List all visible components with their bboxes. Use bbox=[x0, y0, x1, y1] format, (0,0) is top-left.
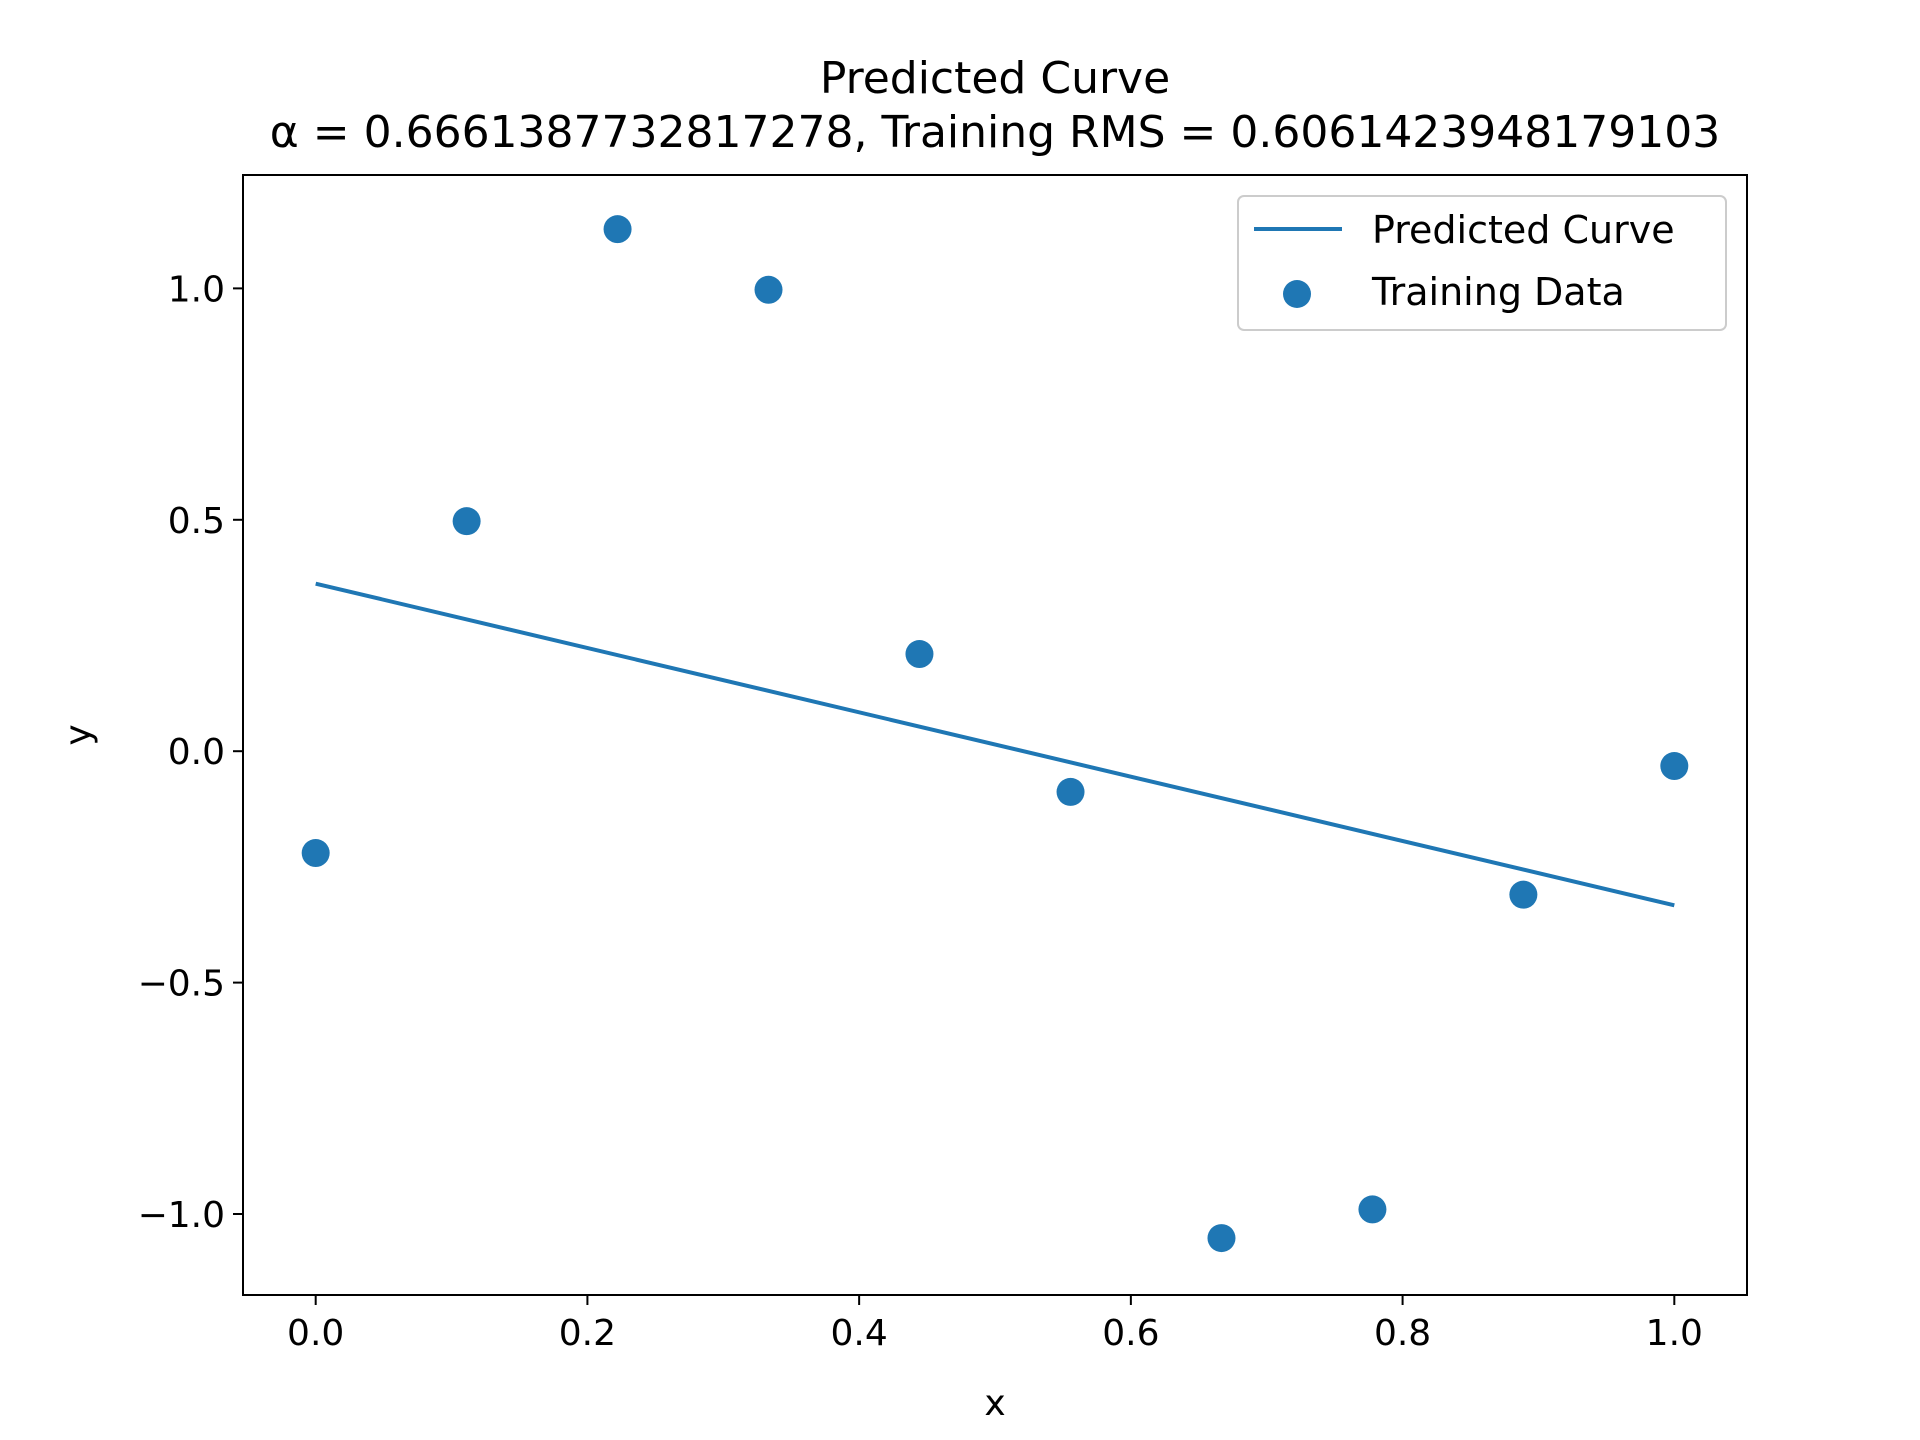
training-data-point-3 bbox=[754, 275, 783, 304]
plot-frame bbox=[242, 174, 1748, 1296]
legend: Predicted Curve Training Data bbox=[1237, 195, 1727, 331]
y-tick-label: 0.5 bbox=[168, 501, 225, 542]
x-tick-label: 0.8 bbox=[1374, 1313, 1431, 1354]
training-data-point-8 bbox=[1509, 880, 1538, 909]
chart-title: Predicted Curve bbox=[820, 53, 1170, 104]
y-tick-label: −0.5 bbox=[138, 964, 225, 1005]
training-data-point-5 bbox=[1056, 777, 1085, 806]
x-tick-label: 1.0 bbox=[1646, 1313, 1703, 1354]
x-axis-ticks: 0.0 0.2 0.4 0.6 0.8 1.0 bbox=[287, 1295, 1703, 1354]
plot-area bbox=[301, 215, 1689, 1253]
y-tick-label: 1.0 bbox=[168, 269, 225, 310]
x-tick-label: 0.2 bbox=[559, 1313, 616, 1354]
legend-box bbox=[1237, 195, 1727, 331]
y-tick-label: −1.0 bbox=[138, 1195, 225, 1236]
chart-subtitle: α = 0.6661387732817278, Training RMS = 0… bbox=[270, 107, 1721, 158]
y-tick-label: 0.0 bbox=[168, 732, 225, 773]
legend-scatter-swatch bbox=[1283, 280, 1311, 308]
legend-label-predicted-curve: Predicted Curve bbox=[1372, 208, 1675, 252]
x-axis-label: x bbox=[984, 1383, 1005, 1424]
y-axis-ticks: −1.0 −0.5 0.0 0.5 1.0 bbox=[138, 269, 243, 1236]
legend-label-training-data: Training Data bbox=[1371, 270, 1625, 314]
training-data-point-1 bbox=[452, 507, 481, 536]
training-data-point-7 bbox=[1358, 1195, 1387, 1224]
y-axis-label: y bbox=[58, 724, 99, 745]
x-tick-label: 0.0 bbox=[287, 1313, 344, 1354]
training-data-point-9 bbox=[1660, 752, 1689, 781]
training-data-point-6 bbox=[1207, 1224, 1236, 1253]
x-tick-label: 0.6 bbox=[1102, 1313, 1159, 1354]
predicted-curve-line bbox=[315, 581, 1675, 908]
training-data-point-4 bbox=[905, 640, 934, 669]
x-tick-label: 0.4 bbox=[831, 1313, 888, 1354]
training-data-point-2 bbox=[603, 215, 632, 244]
training-data-point-0 bbox=[301, 839, 330, 868]
